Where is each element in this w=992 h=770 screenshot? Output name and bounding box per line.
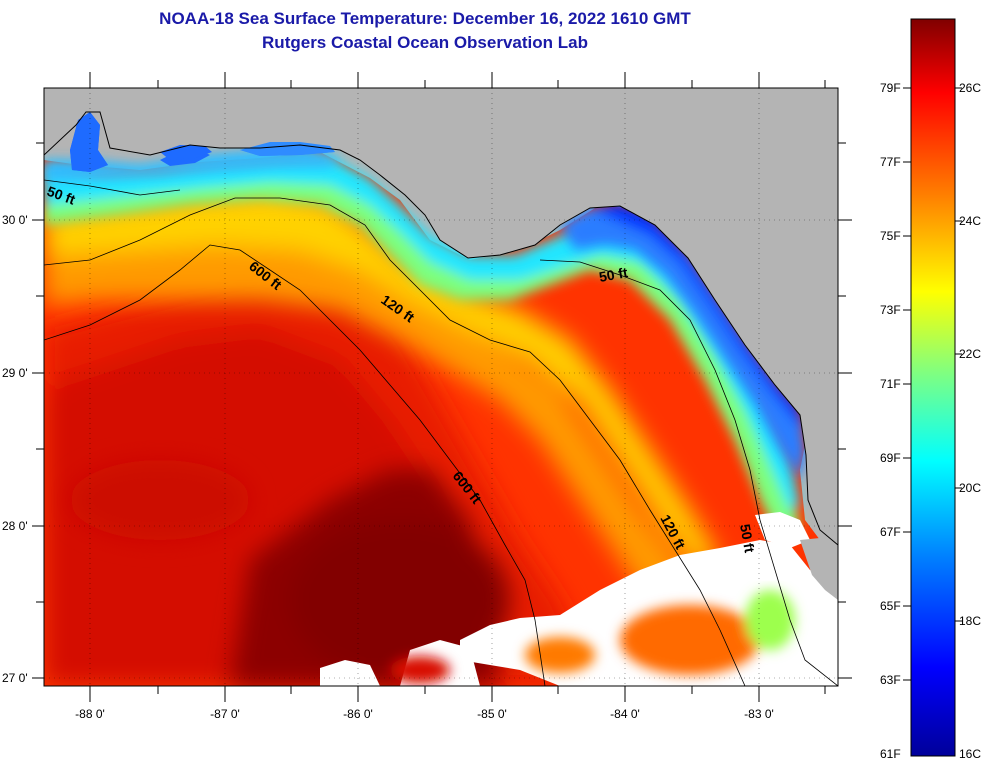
- contour-120ft: [44, 197, 746, 686]
- f-label-65: 65F: [880, 599, 901, 613]
- colorbar-c-labels: 26C 24C 22C 20C 18C 16C: [959, 81, 981, 761]
- colorbar-ticks: [903, 87, 962, 681]
- c-label-22: 22C: [959, 347, 981, 361]
- map-title: NOAA-18 Sea Surface Temperature: Decembe…: [159, 9, 691, 28]
- contour-600ft: [44, 244, 546, 686]
- lon-label-87: -87 0': [210, 707, 240, 721]
- lat-label-29: 29 0': [2, 366, 28, 380]
- lat-label-27: 27 0': [2, 671, 28, 685]
- f-label-73: 73F: [880, 303, 901, 317]
- c-label-26: 26C: [959, 81, 981, 95]
- colorbar-f-labels: 79F 77F 75F 73F 71F 69F 67F 65F 63F 61F: [880, 81, 901, 761]
- f-label-61: 61F: [880, 747, 901, 761]
- axis-ticks: [32, 72, 852, 702]
- f-label-71: 71F: [880, 377, 901, 391]
- lon-label-88: -88 0': [75, 707, 105, 721]
- sst-raster: [44, 88, 838, 686]
- lat-label-30: 30 0': [2, 213, 28, 227]
- contour-50ft: [44, 179, 838, 686]
- c-label-18: 18C: [959, 614, 981, 628]
- lat-label-28: 28 0': [2, 519, 28, 533]
- map-frame: [43, 87, 839, 687]
- f-label-67: 67F: [880, 525, 901, 539]
- map-subtitle: Rutgers Coastal Ocean Observation Lab: [262, 33, 588, 52]
- contour-label-50ft-south: 50 ft: [737, 523, 758, 554]
- f-label-63: 63F: [880, 673, 901, 687]
- lon-label-86: -86 0': [343, 707, 373, 721]
- f-label-75: 75F: [880, 229, 901, 243]
- colorbar: [910, 18, 956, 757]
- coastline: [44, 111, 838, 546]
- f-label-79: 79F: [880, 81, 901, 95]
- lon-label-84: -84 0': [610, 707, 640, 721]
- lon-label-83: -83 0': [744, 707, 774, 721]
- lon-label-85: -85 0': [477, 707, 507, 721]
- contour-label-50ft-bigbend: 50 ft: [598, 264, 629, 285]
- f-label-77: 77F: [880, 155, 901, 169]
- c-label-16: 16C: [959, 747, 981, 761]
- c-label-24: 24C: [959, 214, 981, 228]
- c-label-20: 20C: [959, 481, 981, 495]
- f-label-69: 69F: [880, 451, 901, 465]
- florida-land: [44, 88, 838, 545]
- tampa-coast-land: [800, 538, 838, 600]
